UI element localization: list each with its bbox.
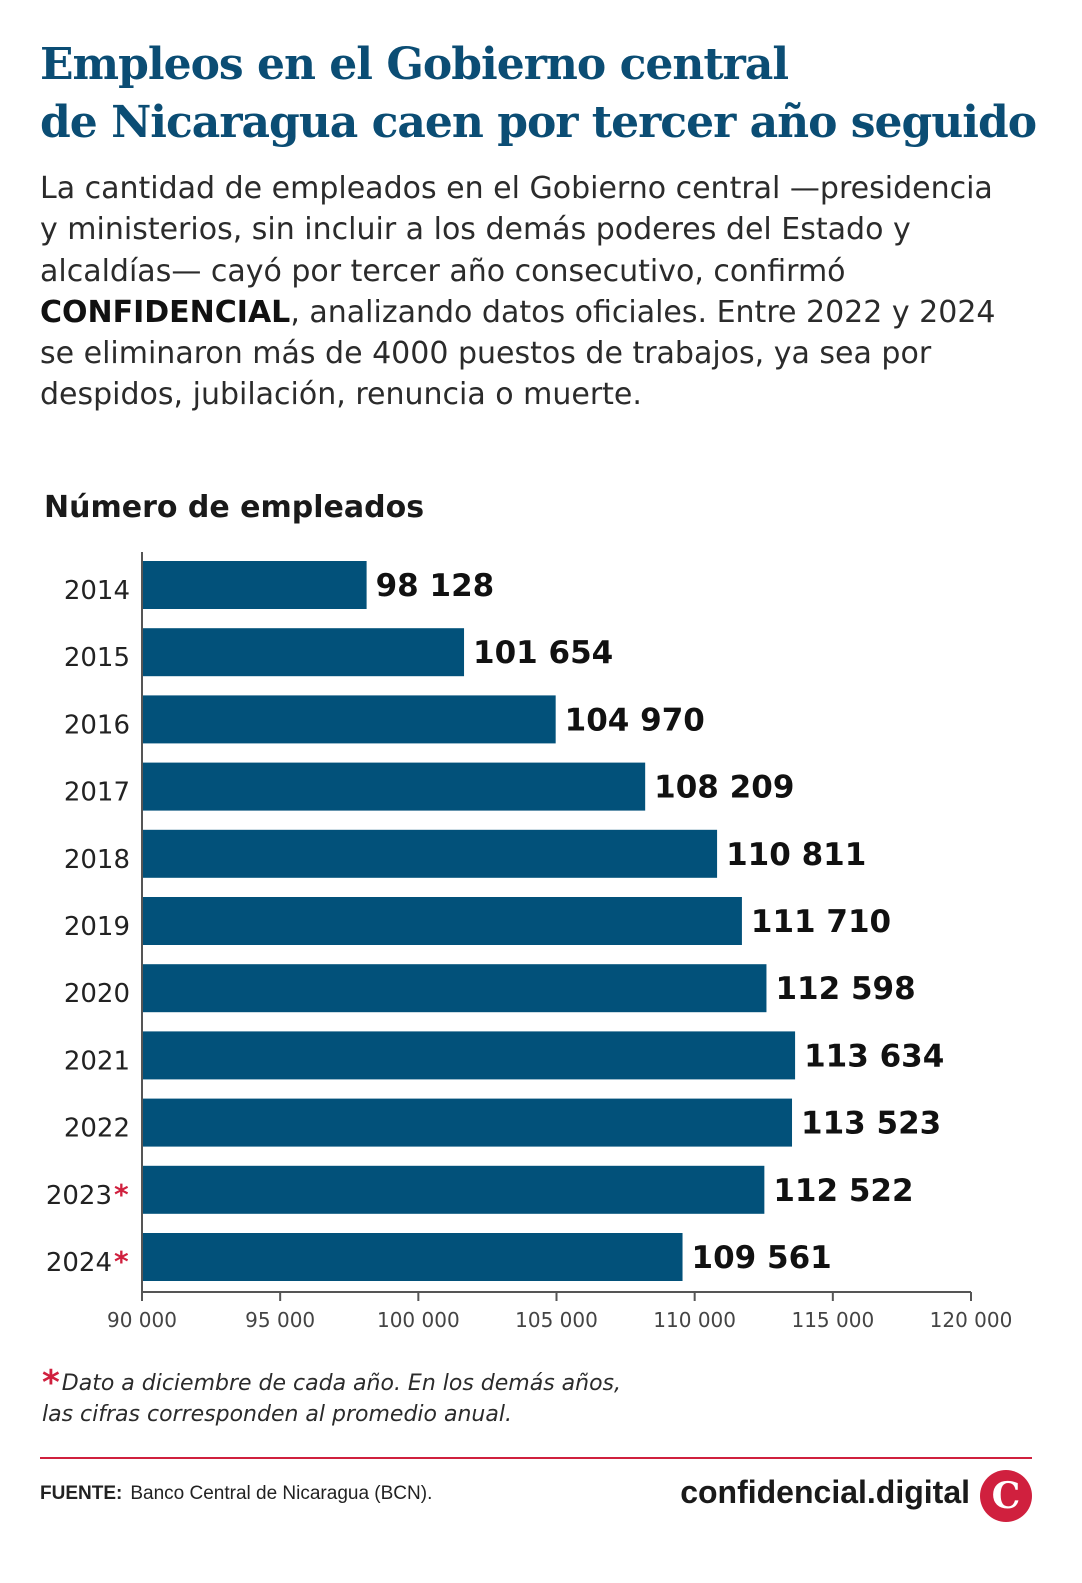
bar-chart: 98 128 2014 101 654 2015 104 970 2016 108 209 2… <box>46 552 1013 1332</box>
asterisk-2024: * <box>114 1245 129 1278</box>
headline-line-2: de Nicaragua caen por tercer año seguido <box>40 97 1037 148</box>
source-credit: FUENTE: Banco Central de Nicaragua (BCN). <box>40 1483 432 1505</box>
value-label-2022: 113 523 <box>801 1106 941 1142</box>
headline: Empleos en el Gobierno central de Nicara… <box>40 36 1060 152</box>
bar-2020 <box>142 964 767 1013</box>
bar-2019 <box>142 897 742 945</box>
year-label-2015: 2015 <box>64 643 130 673</box>
value-label-2020: 112 598 <box>775 971 915 1007</box>
value-label-2015: 101 654 <box>473 635 613 671</box>
value-label-2016: 104 970 <box>565 702 705 738</box>
bar-2024 <box>142 1233 683 1281</box>
value-label-2023: 112 522 <box>773 1173 913 1209</box>
footnote-line-1: *Dato a diciembre de cada año. En los de… <box>42 1366 942 1400</box>
chart-title: Número de empleados <box>44 490 425 525</box>
value-label-2019: 111 710 <box>751 904 891 940</box>
year-label-2014: 2014 <box>64 576 130 606</box>
footnote: *Dato a diciembre de cada año. En los de… <box>42 1366 942 1430</box>
year-label-2024: 2024 <box>46 1248 112 1278</box>
year-label-2016: 2016 <box>64 710 130 740</box>
bar-2017 <box>142 762 646 811</box>
bar-2015 <box>142 628 465 677</box>
intro-text-1: La cantidad de empleados en el Gobierno … <box>40 171 993 289</box>
source-text: Banco Central de Nicaragua (BCN). <box>130 1483 433 1504</box>
bar-2022 <box>142 1098 793 1147</box>
x-tick-label-105000: 105 000 <box>515 1308 598 1332</box>
bar-2021 <box>142 1031 796 1080</box>
bar-2014 <box>142 561 367 609</box>
year-label-2023: 2023 <box>46 1181 112 1211</box>
x-tick-label-110000: 110 000 <box>653 1308 736 1332</box>
divider <box>40 1457 1032 1459</box>
footnote-asterisk: * <box>42 1363 60 1403</box>
year-label-2021: 2021 <box>64 1046 130 1076</box>
bar-2016 <box>142 695 556 744</box>
headline-line-1: Empleos en el Gobierno central <box>40 39 789 90</box>
logo-letter: C <box>991 1475 1021 1517</box>
source-label: FUENTE: <box>40 1483 123 1504</box>
asterisk-2023: * <box>114 1178 129 1211</box>
value-label-2017: 108 209 <box>654 770 794 806</box>
intro-brand: CONFIDENCIAL <box>40 294 291 330</box>
x-tick-label-90000: 90 000 <box>107 1308 177 1332</box>
value-label-2018: 110 811 <box>726 837 866 873</box>
bar-2023 <box>142 1165 765 1214</box>
intro-paragraph: La cantidad de empleados en el Gobierno … <box>40 168 1000 416</box>
footnote-line-2: las cifras corresponden al promedio anua… <box>42 1402 512 1427</box>
bar-2018 <box>142 829 718 878</box>
year-label-2018: 2018 <box>64 845 130 875</box>
x-tick-label-120000: 120 000 <box>930 1308 1013 1332</box>
value-label-2021: 113 634 <box>804 1038 944 1074</box>
value-label-2024: 109 561 <box>692 1240 832 1276</box>
year-label-2017: 2017 <box>64 778 130 808</box>
x-tick-label-95000: 95 000 <box>245 1308 315 1332</box>
x-tick-label-100000: 100 000 <box>377 1308 460 1332</box>
year-label-2019: 2019 <box>64 912 130 942</box>
intro-text-2: , analizando datos oficiales. Entre 2022… <box>40 294 996 413</box>
value-label-2014: 98 128 <box>376 568 495 604</box>
x-tick-label-115000: 115 000 <box>791 1308 874 1332</box>
confidencial-logo-icon: C <box>980 1470 1032 1522</box>
year-label-2020: 2020 <box>64 979 130 1009</box>
year-label-2022: 2022 <box>64 1114 130 1144</box>
brand-wordmark: confidencial.digital <box>680 1474 970 1510</box>
footnote-text-1: Dato a diciembre de cada año. En los dem… <box>61 1371 621 1396</box>
